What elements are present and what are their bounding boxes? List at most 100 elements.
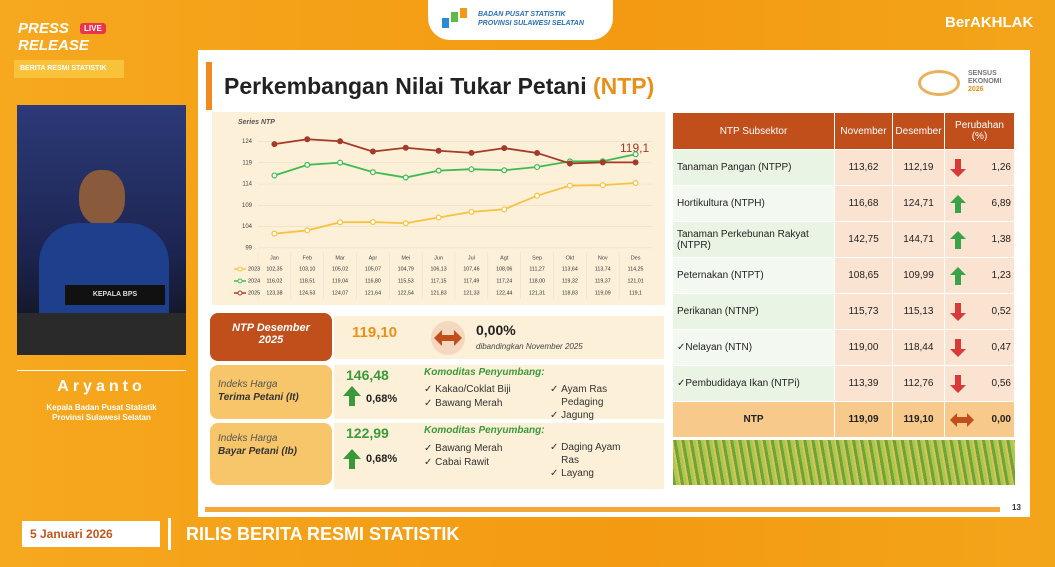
up-arrow bbox=[343, 449, 361, 469]
label-line: Indeks Harga bbox=[218, 379, 278, 390]
table-cell: 119,10 bbox=[893, 402, 945, 438]
label-line: Bayar Petani (Ib) bbox=[218, 446, 297, 457]
arrow-shape bbox=[950, 375, 966, 393]
ntp-value: 119,10 bbox=[352, 324, 398, 341]
table-cell: 142,75 bbox=[835, 222, 893, 258]
logo-line: EKONOMI bbox=[968, 78, 1002, 85]
series-point bbox=[632, 179, 639, 186]
data-label: 117,24 bbox=[496, 278, 512, 284]
series-line bbox=[274, 182, 636, 235]
series-line bbox=[274, 153, 636, 179]
it-label: Indeks Harga Terima Petani (It) bbox=[218, 378, 299, 404]
series-point bbox=[337, 219, 344, 226]
header-cell: NTP Subsektor bbox=[673, 113, 835, 150]
it-value: 146,48 bbox=[346, 367, 389, 383]
logo-line: SENSUS bbox=[968, 70, 997, 77]
page-number: 13 bbox=[1012, 503, 1021, 512]
x-tick-label: Feb bbox=[303, 255, 312, 261]
legend-label: 2024 bbox=[248, 278, 260, 284]
rice-field-image bbox=[673, 440, 1015, 485]
series-point bbox=[501, 145, 508, 152]
nameplate: KEPALA BPS bbox=[65, 285, 165, 305]
data-label: 119,09 bbox=[595, 290, 611, 296]
series-point bbox=[304, 136, 311, 143]
item: Bawang Merah bbox=[435, 443, 503, 454]
data-label: 123,38 bbox=[266, 290, 282, 296]
item: Ayam Ras Pedaging bbox=[561, 384, 608, 408]
it-items-left: ✓ Kakao/Coklat Biji ✓ Bawang Merah bbox=[424, 384, 511, 409]
it-box bbox=[334, 365, 664, 419]
series-point bbox=[566, 182, 573, 189]
data-label: 113,64 bbox=[562, 266, 578, 272]
series-point bbox=[468, 208, 475, 215]
table-cell: 108,65 bbox=[835, 258, 893, 294]
ib-items-right: ✓ Daging Ayam Ras ✓ Layang bbox=[550, 441, 640, 480]
flat-arrow bbox=[431, 321, 465, 355]
data-label: 107,46 bbox=[463, 266, 479, 272]
data-label: 121,01 bbox=[627, 278, 643, 284]
series-line bbox=[274, 138, 636, 165]
bps-logo bbox=[442, 8, 467, 28]
series-point bbox=[468, 166, 475, 173]
arrow-shape bbox=[950, 195, 966, 213]
title-text: Perkembangan Nilai Tukar Petani bbox=[224, 73, 587, 99]
role-line: Kepala Badan Pusat Statistik bbox=[46, 403, 157, 412]
series-point bbox=[501, 167, 508, 174]
trend-arrow bbox=[950, 339, 966, 357]
data-label: 116,80 bbox=[365, 278, 381, 284]
data-label: 118,51 bbox=[299, 278, 315, 284]
table-cell: Peternakan (NTPT) bbox=[673, 258, 835, 294]
up-arrow bbox=[343, 386, 361, 406]
title-accent: (NTP) bbox=[592, 73, 655, 99]
subtitle: BERITA RESMI STATISTIK bbox=[14, 60, 124, 78]
y-tick-label: 124 bbox=[242, 139, 253, 145]
arrow-shape bbox=[950, 303, 966, 321]
logo-line: 2026 bbox=[968, 86, 984, 93]
label-line: Indeks Harga bbox=[218, 433, 278, 444]
legend-key-dot bbox=[237, 266, 243, 272]
x-tick-label: Apr bbox=[369, 255, 378, 261]
it-items-right: ✓ Ayam Ras Pedaging ✓ Jagung bbox=[550, 383, 630, 422]
speaker-head bbox=[79, 170, 125, 225]
x-tick-label: Nov bbox=[598, 255, 608, 261]
series-point bbox=[632, 159, 639, 166]
table-cell: 144,71 bbox=[893, 222, 945, 258]
series-point bbox=[435, 167, 442, 174]
data-label: 104,79 bbox=[398, 266, 414, 272]
agency-line: BADAN PUSAT STATISTIK bbox=[478, 11, 566, 18]
table-cell: ✓Pembudidaya Ikan (NTPi) bbox=[673, 366, 835, 402]
census-logo: SENSUS EKONOMI 2026 bbox=[968, 70, 1001, 94]
data-label: 115,53 bbox=[398, 278, 414, 284]
legend-key-dot bbox=[237, 278, 243, 284]
data-label: 106,13 bbox=[430, 266, 446, 272]
table-cell: 113,39 bbox=[835, 366, 893, 402]
arrow-shape bbox=[950, 413, 974, 427]
arrow-shape bbox=[950, 159, 966, 177]
series-point bbox=[402, 220, 409, 227]
speaker-name: Aryanto bbox=[57, 378, 146, 395]
series-point bbox=[369, 169, 376, 176]
data-label: 105,07 bbox=[365, 266, 381, 272]
trend-arrow bbox=[950, 195, 966, 213]
data-label: 116,02 bbox=[267, 278, 283, 284]
legend-key-dot bbox=[237, 290, 243, 296]
data-label: 118,83 bbox=[562, 290, 578, 296]
data-label: 113,74 bbox=[595, 266, 611, 272]
press: PRESS bbox=[18, 20, 69, 37]
item: Kakao/Coklat Biji bbox=[435, 384, 511, 395]
legend-label: 2023 bbox=[248, 266, 260, 272]
table-cell: 1,38 bbox=[945, 222, 1015, 258]
table-cell: 115,13 bbox=[893, 294, 945, 330]
speaker-role: Kepala Badan Pusat Statistik Provinsi Sul… bbox=[17, 403, 186, 423]
ib-items-left: ✓ Bawang Merah ✓ Cabai Rawit bbox=[424, 443, 503, 468]
series-point bbox=[435, 214, 442, 221]
line-chart: Series NTP 119,1 99 104 109 114 119 124 Jan Feb… bbox=[212, 112, 665, 305]
table-cell: Tanaman Pangan (NTPP) bbox=[673, 150, 835, 186]
table-cell: Perikanan (NTNP) bbox=[673, 294, 835, 330]
series-point bbox=[402, 144, 409, 151]
data-label: 117,15 bbox=[431, 278, 447, 284]
census-icon bbox=[918, 70, 960, 96]
it-heading: Komoditas Penyumbang: bbox=[424, 367, 545, 378]
header-cell: Perubahan (%) bbox=[945, 113, 1015, 150]
header-cell: November bbox=[835, 113, 893, 150]
